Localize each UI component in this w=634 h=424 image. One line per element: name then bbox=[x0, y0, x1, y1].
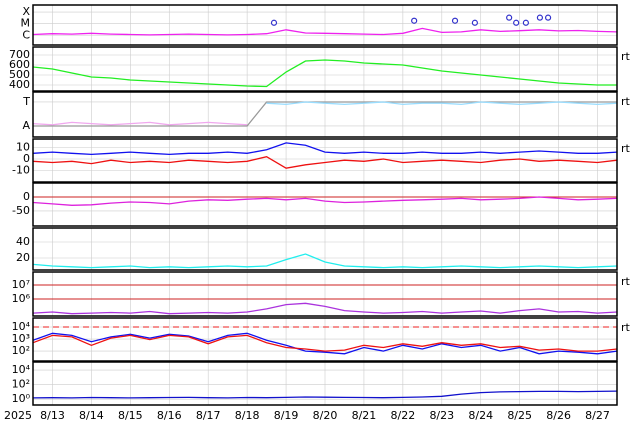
panel-border bbox=[32, 182, 618, 227]
x-tick-label: 8/17 bbox=[196, 409, 221, 422]
y-tick-label: A bbox=[22, 119, 30, 132]
panel-border bbox=[32, 4, 618, 46]
panel-border bbox=[32, 361, 618, 406]
x-tick-label: 8/13 bbox=[40, 409, 65, 422]
x-tick-label: 8/23 bbox=[429, 409, 454, 422]
y-tick-label: 700 bbox=[9, 48, 30, 61]
x-tick-label: 8/26 bbox=[546, 409, 571, 422]
y-tick-label: 500 bbox=[9, 68, 30, 81]
flare-marker bbox=[411, 17, 418, 24]
y-tick-label: -10 bbox=[12, 164, 30, 177]
flare-marker bbox=[536, 14, 544, 21]
year-label: 2025 bbox=[4, 409, 32, 422]
panel-border bbox=[32, 138, 618, 183]
y-tick-label: 10⁴ bbox=[12, 320, 31, 333]
panel-tag: rt bbox=[621, 50, 631, 63]
panel-tag: rt bbox=[621, 142, 631, 155]
panel-tag: rt bbox=[621, 321, 631, 334]
flare-marker bbox=[522, 19, 529, 26]
y-tick-label: 10² bbox=[12, 378, 30, 391]
x-tick-label: 8/21 bbox=[352, 409, 377, 422]
y-tick-label: 0 bbox=[23, 152, 30, 165]
series-line bbox=[32, 156, 618, 169]
y-tick-label: 400 bbox=[9, 78, 30, 91]
x-tick-label: 8/14 bbox=[79, 409, 104, 422]
x-tick-label: 8/16 bbox=[157, 409, 182, 422]
panel-border bbox=[32, 91, 618, 138]
y-tick-label: 600 bbox=[9, 58, 30, 71]
x-tick-label: 8/27 bbox=[585, 409, 610, 422]
y-tick-label: T bbox=[22, 95, 30, 108]
flare-marker bbox=[451, 17, 459, 24]
series-line bbox=[32, 121, 248, 126]
series-line bbox=[32, 253, 618, 269]
flare-marker bbox=[471, 19, 478, 26]
panel-tag: rt bbox=[621, 275, 631, 288]
x-tick-label: 8/25 bbox=[507, 409, 532, 422]
panel-border bbox=[32, 271, 618, 317]
series-line bbox=[32, 59, 617, 88]
panel-border bbox=[32, 46, 618, 92]
series-line bbox=[32, 302, 618, 315]
x-tick-label: 8/22 bbox=[391, 409, 416, 422]
x-tick-label: 8/19 bbox=[274, 409, 299, 422]
panel-border bbox=[32, 317, 618, 362]
y-tick-label: 10⁴ bbox=[12, 363, 31, 376]
y-tick-label: 10⁰ bbox=[12, 392, 31, 405]
flare-marker bbox=[506, 14, 513, 21]
series-line bbox=[33, 101, 617, 127]
x-tick-label: 8/20 bbox=[313, 409, 338, 422]
series-line bbox=[32, 142, 618, 156]
y-tick-label: 10² bbox=[12, 344, 30, 357]
y-tick-label: 10⁷ bbox=[12, 278, 30, 291]
y-tick-label: 20 bbox=[16, 251, 30, 264]
flare-marker bbox=[270, 19, 278, 26]
y-tick-label: C bbox=[22, 28, 30, 41]
panel-border bbox=[32, 227, 618, 271]
y-tick-label: 10 bbox=[16, 141, 30, 154]
series-line bbox=[32, 332, 618, 355]
y-tick-label: 0 bbox=[23, 190, 30, 203]
series-line bbox=[266, 101, 618, 106]
panel-tag: rt bbox=[621, 95, 631, 108]
x-tick-label: 8/18 bbox=[235, 409, 260, 422]
series-line bbox=[32, 334, 618, 352]
y-tick-label: M bbox=[21, 17, 31, 30]
flare-marker bbox=[544, 14, 552, 21]
series-line bbox=[32, 196, 618, 206]
y-tick-label: -50 bbox=[12, 204, 30, 217]
y-tick-label: 40 bbox=[16, 235, 30, 248]
y-tick-label: 10³ bbox=[12, 332, 30, 345]
flare-marker bbox=[513, 19, 520, 26]
series-line bbox=[32, 27, 618, 36]
y-tick-label: X bbox=[22, 5, 30, 18]
x-tick-label: 8/24 bbox=[468, 409, 493, 422]
series-line bbox=[32, 390, 618, 399]
y-tick-label: 10⁶ bbox=[12, 292, 31, 305]
x-tick-label: 8/15 bbox=[118, 409, 143, 422]
